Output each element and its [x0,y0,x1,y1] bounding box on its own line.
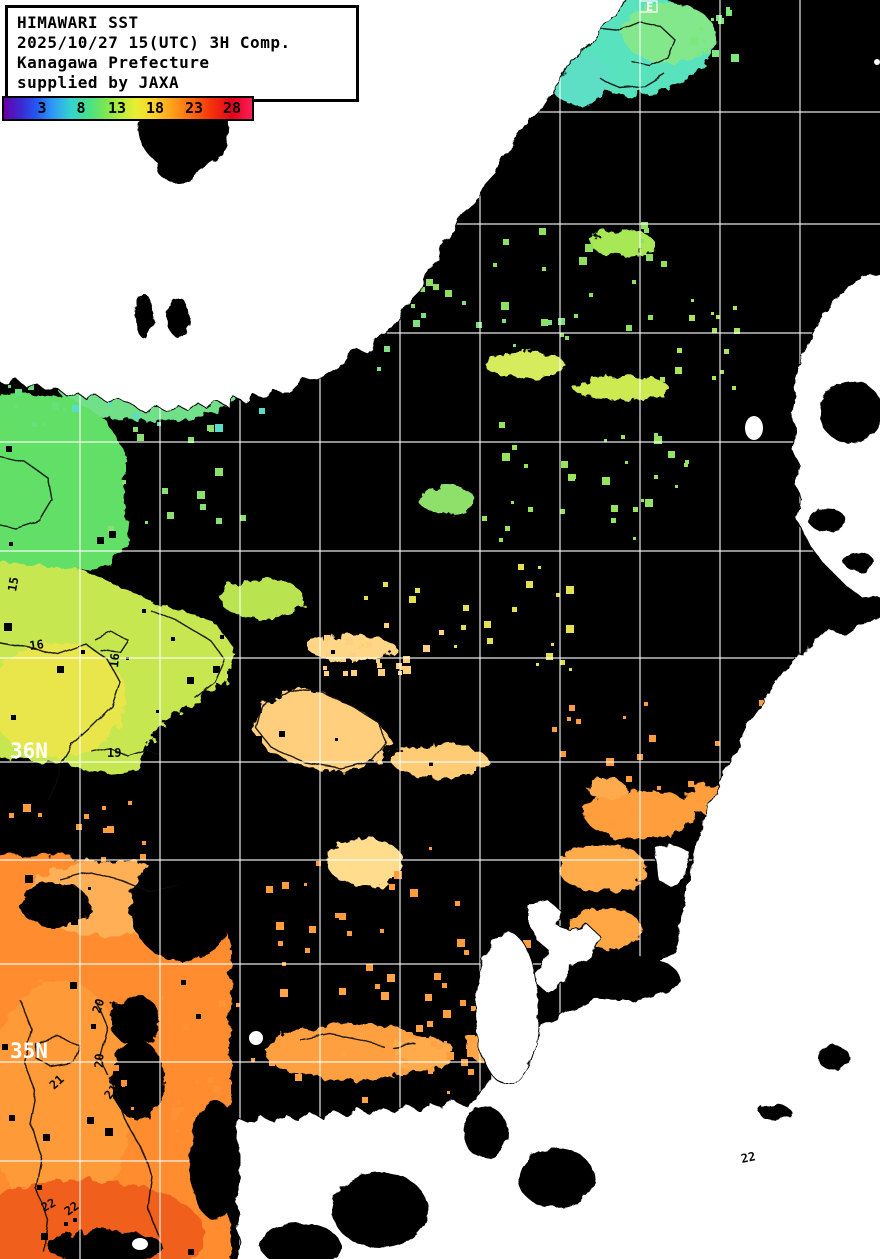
sst-colorbar: 3 8 13 18 23 28 [2,96,254,121]
colorbar-tick: 23 [184,99,204,117]
contour-value-label: 16 [107,653,122,669]
land-cloud-layer [135,90,880,1259]
title-line-credit: supplied by JAXA [17,73,180,92]
island-layer [132,59,880,1250]
contour-value-label: 22 [39,1196,58,1215]
graticule-label: 36N [10,739,48,763]
graticule-label: 35N [10,1039,48,1063]
contour-value-label: 22 [740,1149,757,1166]
title-line-region: Kanagawa Prefecture [17,53,210,72]
colorbar-tick: 13 [107,99,127,117]
colorbar-tick: 3 [37,99,47,117]
title-box: HIMAWARI SST 2025/10/27 15(UTC) 3H Comp.… [5,5,359,102]
title-line-product: HIMAWARI SST [17,13,139,32]
geo-label-layer: 36N 35N E [10,0,658,1063]
contour-value-label: 16 [28,637,44,653]
colorbar-tick: 18 [145,99,165,117]
contour-value-label: 20 [92,1053,106,1068]
contour-value-label: 22 [62,1199,82,1219]
colorbar-tick: 8 [76,99,86,117]
contour-value-label: 19 [107,746,121,760]
contour-value-label: 20 [90,997,108,1015]
graticule-label: E [646,0,653,14]
contour-value-label: 15 [5,576,21,593]
title-line-datetime: 2025/10/27 15(UTC) 3H Comp. [17,33,291,52]
colorbar-tick: 28 [222,99,242,117]
